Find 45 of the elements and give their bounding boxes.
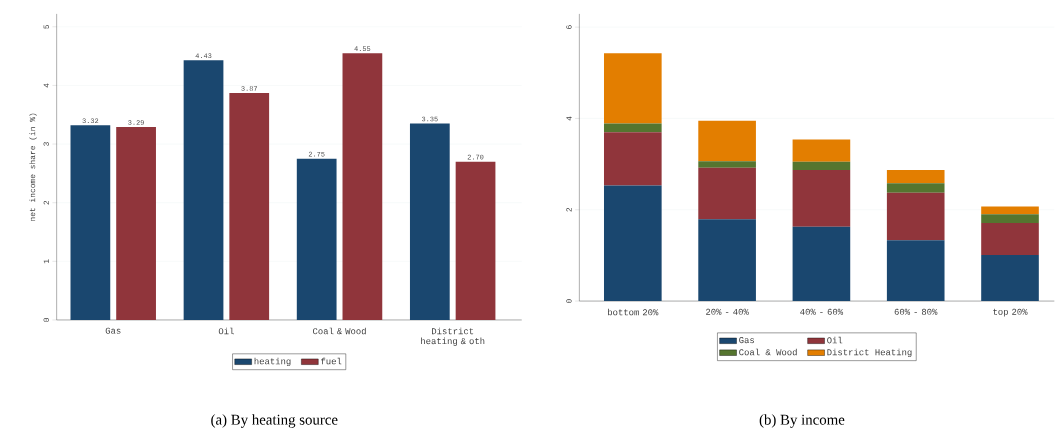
bar [229, 92, 270, 320]
x-tick-label: Oil [218, 327, 234, 335]
bar [70, 125, 111, 320]
bar [886, 183, 945, 193]
bar [792, 226, 851, 301]
bar [342, 53, 383, 320]
bar [183, 60, 224, 320]
bar [981, 206, 1039, 215]
bar [698, 167, 756, 220]
x-tick-label: District heating & oth [421, 327, 485, 346]
legend-label: District Heating [827, 348, 912, 357]
bar [698, 219, 756, 301]
bar [981, 254, 1039, 301]
legend-label: Gas [739, 336, 754, 344]
legend-label: Oil [827, 336, 843, 344]
bar [603, 53, 662, 124]
bar [296, 158, 337, 320]
bar [981, 214, 1039, 223]
x-tick-label: top 20% [993, 308, 1028, 317]
bar [792, 139, 851, 162]
legend-label: fuel [321, 357, 342, 365]
legend-label: heating [254, 357, 291, 366]
bar [603, 123, 662, 133]
bar [792, 161, 851, 170]
bar [116, 126, 156, 320]
bar [886, 192, 945, 241]
bar [409, 123, 450, 320]
bar [603, 185, 662, 301]
bar [792, 169, 851, 227]
bar [886, 169, 945, 184]
bar [886, 240, 945, 301]
text: (b) By income [759, 414, 845, 428]
bar [455, 161, 496, 320]
text: (a) By heating source [211, 414, 338, 428]
x-tick-label: 40% - 60% [800, 308, 844, 315]
x-tick-label: 20% - 40% [706, 308, 749, 315]
bar [698, 161, 756, 168]
legend-label: Coal & Wood [739, 348, 797, 356]
bar [981, 222, 1039, 255]
bar [603, 132, 662, 186]
bar [698, 120, 756, 162]
x-tick-label: bottom 20% [608, 308, 659, 316]
x-tick-label: 60% - 80% [894, 308, 938, 315]
x-tick-label: Gas [105, 327, 121, 334]
x-tick-label: Coal & Wood [313, 327, 366, 335]
